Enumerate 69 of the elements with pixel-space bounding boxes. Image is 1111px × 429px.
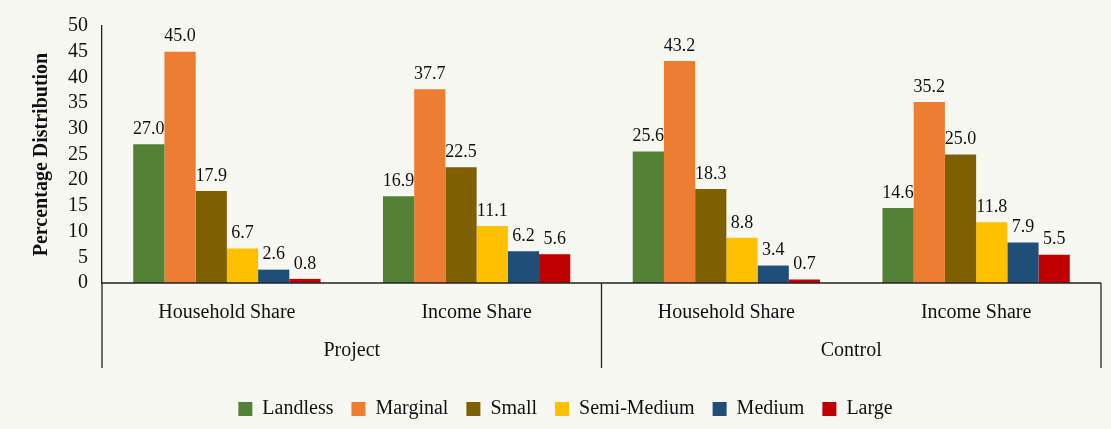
x-tick-label: Household Share [657, 300, 796, 323]
y-tick-label: 25 [68, 141, 88, 164]
bar [913, 102, 945, 283]
y-axis-title: Percentage Distribution [29, 52, 53, 257]
legend-label: Semi-Medium [579, 396, 696, 419]
y-tick-label: 10 [68, 218, 88, 241]
bar [195, 190, 227, 283]
bar [507, 251, 540, 283]
bar [414, 89, 446, 283]
legend-label: Landless [262, 396, 334, 419]
data-label: 2.6 [262, 243, 285, 264]
bar [476, 225, 508, 283]
y-tick-label: 40 [68, 64, 88, 87]
data-label: 35.2 [913, 75, 946, 96]
x-tick-label: Income Share [421, 300, 532, 323]
bar [445, 167, 477, 283]
data-label: 14.6 [882, 181, 914, 202]
bar [726, 237, 758, 283]
y-tick-label: 20 [68, 167, 88, 190]
legend-label: Large [846, 396, 893, 420]
bar [882, 207, 914, 283]
data-label: 22.5 [445, 141, 477, 162]
text: Project [323, 338, 381, 362]
y-tick-label: 50 [68, 13, 88, 36]
bar [1038, 254, 1070, 283]
data-label: 25.6 [632, 125, 665, 146]
bar [695, 188, 727, 283]
bar [632, 151, 664, 283]
y-tick-label: 45 [68, 38, 88, 61]
data-label: 16.9 [382, 169, 415, 190]
data-label: 11.8 [976, 196, 1008, 217]
data-label: 37.7 [414, 62, 446, 83]
bar [976, 222, 1008, 283]
data-label: 11.1 [476, 199, 508, 220]
data-label: 0.8 [293, 252, 317, 273]
bar [133, 144, 165, 283]
y-tick-label: 0 [78, 270, 88, 293]
bar [539, 254, 571, 283]
bar [663, 60, 696, 283]
data-label: 5.6 [543, 227, 566, 248]
data-label: 25.0 [944, 128, 977, 149]
data-label: 43.2 [663, 34, 696, 55]
data-label: 0.7 [793, 253, 816, 274]
text: Control [820, 338, 883, 361]
bar [226, 248, 259, 283]
legend-label: Marginal [375, 396, 449, 420]
bar [1007, 242, 1039, 283]
y-tick-label: 5 [78, 244, 88, 267]
y-tick-label: 30 [68, 116, 88, 139]
y-tick-label: 35 [68, 90, 88, 113]
data-label: 8.8 [730, 211, 754, 232]
bar [944, 154, 977, 283]
data-label: 7.9 [1011, 216, 1035, 237]
bar [757, 265, 789, 283]
legend-label: Small [490, 396, 538, 419]
data-label: 6.7 [231, 222, 254, 243]
data-label: 45.0 [164, 25, 196, 46]
x-tick-label: Household Share [158, 300, 296, 323]
data-label: 3.4 [761, 239, 785, 260]
x-tick-label: Income Share [920, 300, 1032, 323]
data-label: 5.5 [1042, 228, 1066, 249]
bar [382, 196, 415, 283]
data-label: 17.9 [195, 164, 228, 185]
bar [164, 51, 196, 283]
data-label: 18.3 [695, 162, 727, 183]
y-tick-label: 15 [68, 193, 88, 216]
data-label: 27.0 [133, 117, 165, 138]
data-label: 6.2 [512, 224, 535, 245]
legend-label: Medium [736, 396, 805, 419]
